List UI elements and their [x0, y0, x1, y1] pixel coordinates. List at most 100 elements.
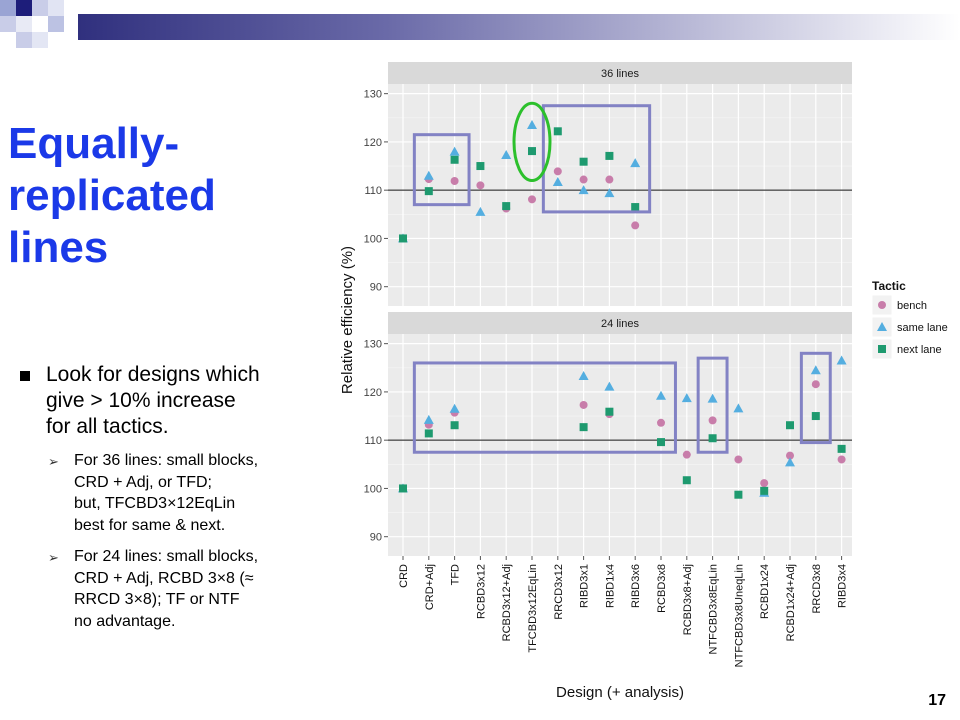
point-bench: [631, 221, 640, 230]
point-next-lane: [760, 486, 769, 495]
deco-square: [48, 0, 64, 16]
legend-key-next-lane: [878, 345, 886, 353]
point-next-lane: [811, 412, 820, 421]
highlight-circle: [512, 101, 552, 183]
x-tick-label: RCBD3x8+Adj: [682, 564, 694, 635]
deco-square: [16, 32, 32, 48]
point-same-lane: [578, 370, 589, 380]
point-next-lane: [553, 127, 562, 136]
point-next-lane: [579, 423, 588, 432]
arrow-bullet-icon: ➢: [48, 454, 59, 469]
y-tick-label: 110: [364, 435, 382, 447]
legend-label: bench: [897, 300, 927, 312]
point-next-lane: [424, 429, 433, 438]
x-tick-label: RIBD3x6: [630, 564, 642, 608]
point-next-lane: [786, 421, 794, 430]
legend-key-same-lane: [877, 322, 887, 331]
sub-bullet-line: but, TFCBD3×12EqLin: [74, 495, 236, 512]
sub-bullet-36-lines: ➢ For 36 lines: small blocks, CRD + Adj,…: [18, 450, 328, 536]
x-tick-label: NTFCBD3x8EqLin: [708, 564, 720, 654]
point-bench: [579, 400, 588, 409]
point-next-lane: [837, 444, 846, 453]
arrow-bullet-icon: ➢: [48, 550, 59, 565]
point-bench: [605, 175, 614, 184]
point-bench: [553, 167, 562, 176]
title-line: replicated: [8, 171, 216, 220]
point-same-lane: [423, 170, 434, 180]
x-tick-label: RCBD3x8: [656, 564, 668, 613]
point-same-lane: [656, 390, 666, 400]
x-tick-label: NTFCBD3x8UneqLin: [733, 564, 745, 667]
y-tick-label: 110: [364, 185, 382, 197]
deco-square: [32, 32, 48, 48]
facet-strip: [388, 62, 852, 84]
header-gradient-bar: [78, 14, 960, 40]
point-next-lane: [708, 434, 717, 443]
highlight-box: [696, 356, 729, 454]
point-next-lane: [657, 438, 665, 447]
highlight-box: [412, 361, 677, 454]
y-tick-label: 90: [370, 532, 382, 544]
sub-bullet-line: For 24 lines: small blocks,: [74, 548, 259, 565]
x-axis-title: Design (+ analysis): [556, 684, 684, 701]
point-bench: [811, 380, 820, 389]
x-tick-label: RIBD1x4: [604, 564, 616, 608]
point-next-lane: [450, 421, 459, 430]
point-same-lane: [707, 393, 718, 403]
title-line: lines: [8, 223, 109, 272]
point-next-lane: [605, 407, 614, 416]
x-tick-label: RIBD3x1: [579, 564, 591, 608]
x-tick-label: TFCBD3x12EqLin: [527, 564, 539, 653]
x-tick-label: RIBD3x4: [837, 564, 849, 608]
point-next-lane: [528, 147, 536, 156]
point-same-lane: [449, 403, 460, 413]
bullet-line: Look for designs which: [46, 363, 260, 386]
title-line: Equally-: [8, 119, 180, 168]
point-same-lane: [578, 185, 589, 195]
facet-strip: [388, 312, 852, 334]
point-next-lane: [399, 234, 407, 243]
x-tick-label: CRD+Adj: [424, 564, 436, 610]
point-same-lane: [604, 381, 615, 391]
slide-title: Equally- replicated lines: [8, 118, 308, 274]
point-same-lane: [604, 188, 615, 198]
sub-bullet-line: best for same & next.: [74, 516, 226, 534]
point-bench: [657, 418, 665, 427]
highlight-box: [541, 104, 652, 214]
plot-panel: [388, 84, 852, 306]
facet-title: 36 lines: [601, 68, 639, 80]
legend-title: Tactic: [872, 279, 906, 293]
deco-square: [16, 16, 32, 32]
point-next-lane: [476, 162, 485, 171]
point-next-lane: [631, 203, 640, 212]
point-next-lane: [605, 151, 614, 160]
point-same-lane: [527, 120, 537, 130]
point-same-lane: [475, 206, 486, 216]
sub-bullet-line: For 36 lines: small blocks,: [74, 452, 259, 469]
y-tick-label: 120: [364, 387, 382, 399]
point-next-lane: [502, 202, 511, 211]
main-bullet: Look for designs which give > 10% increa…: [18, 362, 328, 440]
point-same-lane: [733, 403, 744, 413]
highlight-box: [412, 133, 471, 207]
y-tick-label: 130: [364, 89, 382, 101]
point-bench: [579, 175, 588, 184]
point-next-lane: [579, 157, 588, 166]
y-axis-title: Relative efficiency (%): [339, 246, 356, 394]
point-same-lane: [810, 365, 821, 375]
point-same-lane: [836, 355, 847, 365]
sub-bullet-line: CRD + Adj, RCBD 3×8 (≈: [74, 569, 254, 587]
point-same-lane: [681, 393, 692, 403]
point-same-lane: [785, 457, 795, 467]
point-same-lane: [423, 414, 434, 424]
highlight-box: [799, 351, 832, 445]
x-tick-label: TFD: [450, 564, 462, 585]
point-next-lane: [399, 484, 407, 493]
point-next-lane: [424, 187, 433, 196]
bullet-line: give > 10% increase: [46, 389, 236, 412]
sub-bullet-24-lines: ➢ For 24 lines: small blocks, CRD + Adj,…: [18, 546, 328, 632]
deco-square: [16, 0, 32, 16]
x-tick-label: RRCD3x8: [811, 564, 823, 614]
point-same-lane: [449, 146, 460, 156]
